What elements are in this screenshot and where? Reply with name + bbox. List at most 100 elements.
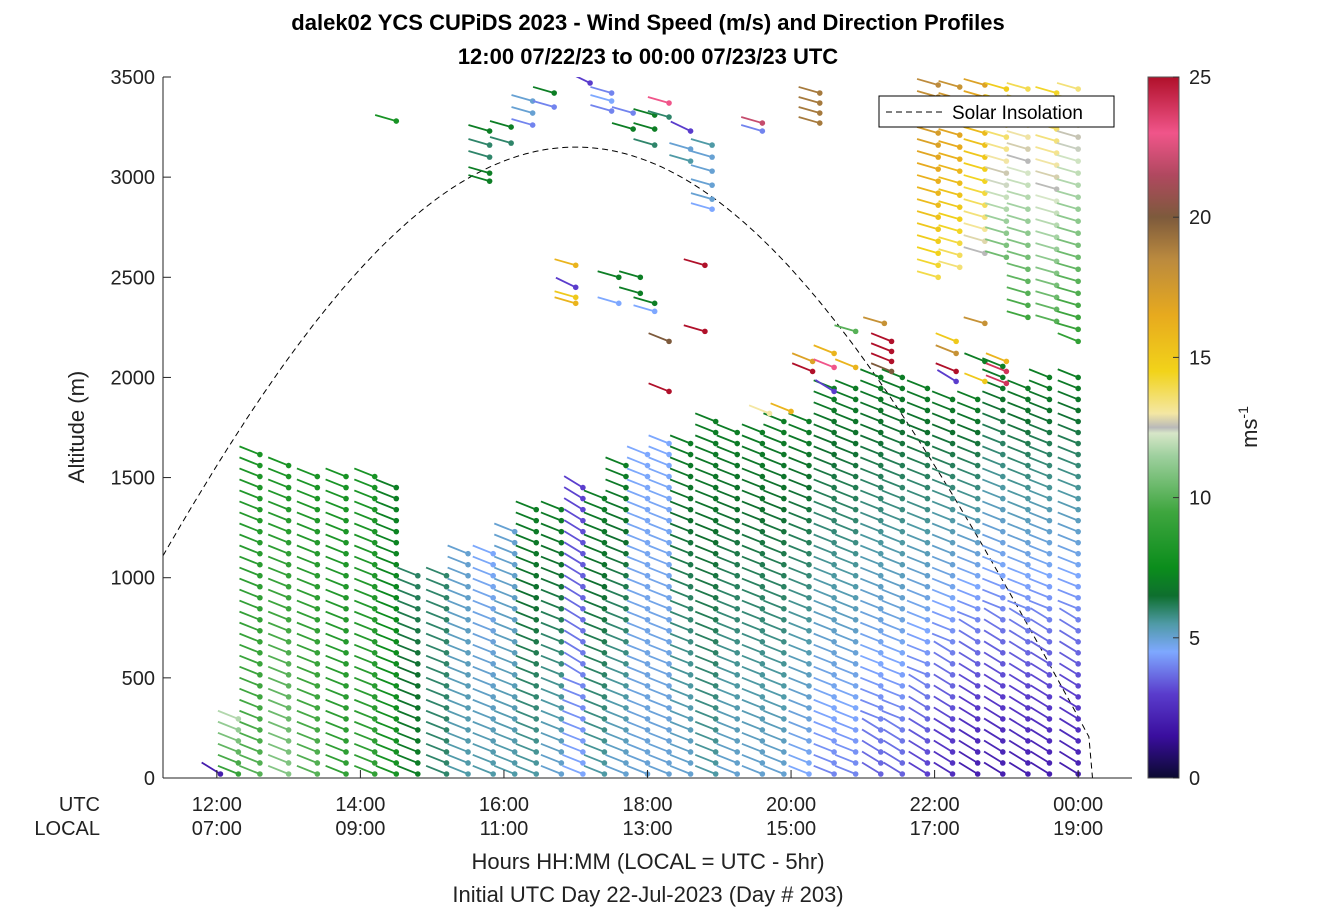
wind-barb-point: [533, 727, 540, 733]
wind-barb-point: [511, 694, 518, 700]
wind-barb-shaft: [1006, 238, 1029, 247]
wind-barb-shaft: [870, 352, 892, 363]
wind-barb-shaft: [1030, 695, 1050, 709]
wind-barb-point: [630, 110, 636, 116]
wind-barb-point: [852, 727, 859, 733]
wind-barb-shaft: [375, 478, 397, 489]
wind-barb-shaft: [425, 643, 447, 654]
wind-barb-point: [852, 572, 859, 579]
wind-barb-shaft: [648, 676, 670, 687]
wind-barb-point: [257, 749, 263, 755]
wind-barb-point: [623, 550, 629, 557]
wind-barb-shaft: [906, 533, 928, 544]
wind-barb-point: [511, 572, 518, 579]
wind-barb-point: [623, 517, 629, 524]
wind-barb-shaft: [563, 497, 584, 511]
wind-barb-point: [806, 749, 812, 755]
colorbar-label-exponent: -1: [1235, 406, 1251, 419]
wind-barb-shaft: [611, 106, 634, 114]
wind-barb-point: [806, 738, 812, 744]
wind-barb-shaft: [605, 478, 627, 489]
wind-barb-shaft: [515, 566, 537, 577]
wind-barb-point: [759, 550, 766, 557]
wind-barb-shaft: [669, 665, 691, 676]
wind-barb-shaft: [716, 566, 738, 577]
wind-barb-point: [806, 473, 812, 480]
wind-barb-point: [759, 451, 766, 458]
wind-barb-point: [1025, 550, 1031, 557]
colorbar-tick-label: 10: [1189, 488, 1211, 510]
wind-barb-point: [511, 605, 518, 612]
wind-barb-shaft: [296, 665, 318, 676]
wind-barb-shaft: [1028, 379, 1050, 390]
wind-barb-shaft: [540, 665, 562, 676]
wind-barb-point: [644, 694, 651, 700]
wind-barb-point: [924, 462, 931, 469]
wind-barb-point: [314, 627, 321, 634]
wind-barb-point: [558, 727, 565, 733]
wind-barb-shaft: [1056, 274, 1079, 283]
wind-barb-point: [314, 517, 321, 524]
wind-barb-point: [666, 528, 672, 535]
wind-barb-shaft: [798, 116, 821, 124]
wind-barb-point: [511, 639, 518, 645]
wind-barb-shaft: [648, 654, 670, 665]
wind-barb-point: [623, 716, 629, 722]
wind-barb-shaft: [958, 750, 979, 764]
wind-barb-point: [734, 705, 741, 711]
wind-barb-point: [1025, 302, 1031, 309]
wind-barb-point: [949, 550, 956, 557]
wind-barb-point: [1000, 407, 1006, 414]
wind-barb-shaft: [1057, 489, 1079, 500]
wind-barb-shaft: [515, 720, 537, 731]
wind-barb-point: [285, 616, 292, 623]
wind-barb-point: [533, 594, 540, 601]
wind-barb-shaft: [763, 731, 785, 742]
wind-barb-point: [687, 727, 694, 733]
wind-barb-point: [949, 572, 956, 579]
wind-barb-shaft: [694, 412, 717, 423]
wind-barb-shaft: [933, 717, 954, 731]
wind-barb-shaft: [626, 698, 648, 709]
wind-barb-shaft: [1028, 489, 1050, 500]
wind-barb-shaft: [860, 368, 882, 379]
wind-barb-shaft: [605, 643, 627, 654]
wind-barb-shaft: [834, 742, 856, 753]
wind-barb-point: [443, 683, 450, 689]
wind-barb-point: [759, 639, 766, 645]
wind-barb-point: [314, 760, 321, 766]
wind-barb-point: [974, 495, 981, 502]
wind-barb-shaft: [906, 489, 928, 500]
wind-barb-shaft: [788, 588, 810, 599]
wind-barb-shaft: [267, 742, 289, 753]
wind-barb-shaft: [583, 555, 605, 566]
wind-barb-point: [1075, 484, 1081, 491]
wind-barb-shaft: [956, 401, 979, 412]
wind-barb-point: [1046, 639, 1053, 645]
wind-barb-point: [816, 90, 823, 96]
wind-barb-shaft: [325, 709, 347, 720]
wind-barb-shaft: [605, 687, 627, 698]
wind-barb-shaft: [763, 753, 785, 764]
wind-barb-point: [734, 539, 741, 546]
wind-barb-shaft: [1056, 286, 1079, 295]
wind-barb-shaft: [540, 533, 562, 544]
wind-barb-point: [759, 120, 766, 126]
wind-barb-shaft: [1057, 511, 1079, 522]
wind-barb-shaft: [881, 456, 903, 467]
wind-barb-shaft: [648, 544, 670, 555]
wind-barb-point: [623, 484, 629, 491]
wind-barb-shaft: [472, 632, 494, 643]
wind-barb-point: [623, 650, 629, 656]
wind-barb-shaft: [834, 401, 856, 412]
wind-barb-point: [687, 627, 694, 634]
wind-barb-shaft: [353, 478, 376, 489]
wind-barb-shaft: [540, 764, 562, 775]
wind-barb-shaft: [694, 522, 717, 533]
wind-barb-point: [712, 627, 719, 634]
wind-barb-shaft: [296, 467, 318, 478]
wind-barb-shaft: [860, 390, 882, 401]
wind-barb-shaft: [690, 164, 713, 172]
wind-barb-shaft: [425, 566, 447, 577]
wind-barb-shaft: [583, 698, 605, 709]
